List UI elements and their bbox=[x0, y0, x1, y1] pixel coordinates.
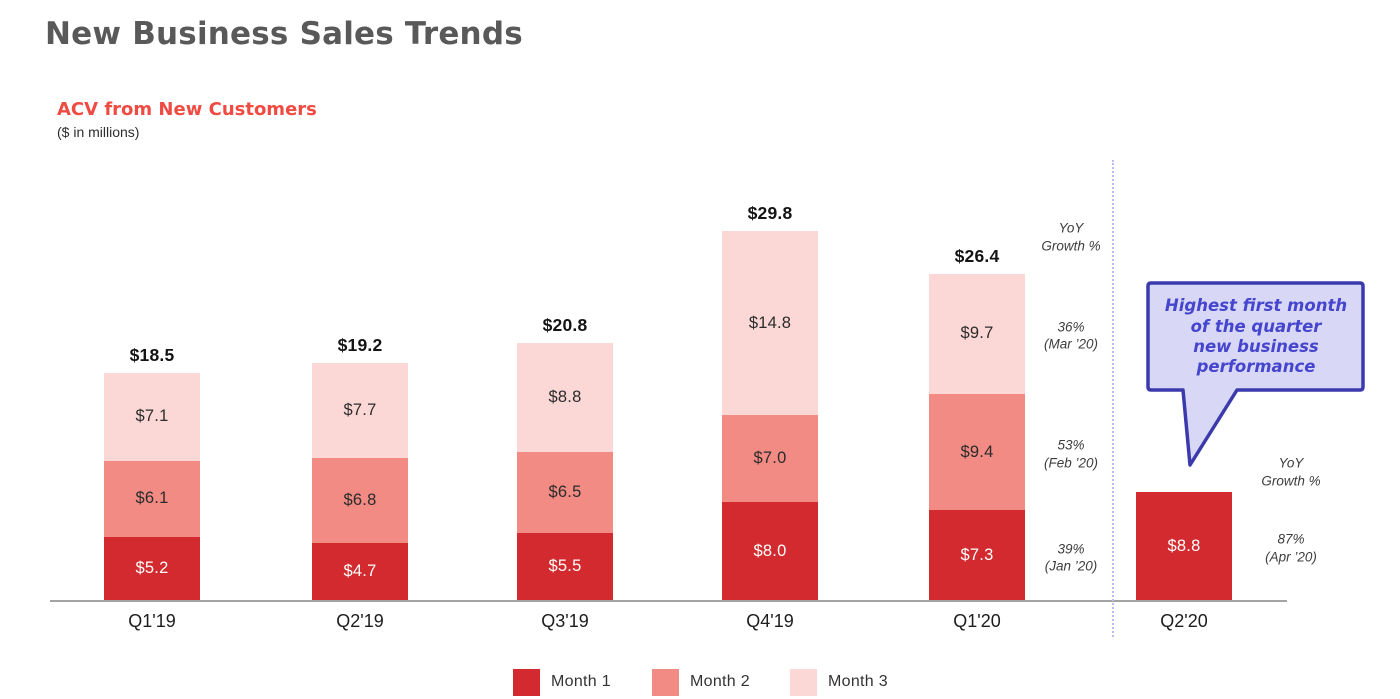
yoy-pct: 53% bbox=[1057, 437, 1085, 453]
legend-item: Month 2 bbox=[652, 668, 750, 696]
x-axis-label: Q1'20 bbox=[953, 611, 1001, 631]
bar-segment-label: $4.7 bbox=[343, 562, 377, 581]
bar-segment: $7.1 bbox=[104, 372, 200, 461]
legend-swatch bbox=[513, 668, 540, 696]
page-title: New Business Sales Trends bbox=[45, 16, 523, 52]
legend-label: Month 3 bbox=[828, 673, 888, 690]
yoy-pct: 87% bbox=[1277, 531, 1305, 547]
bar-segment-label: $7.3 bbox=[960, 546, 994, 565]
x-axis-label: Q4'19 bbox=[746, 611, 794, 631]
bar-segment-label: $7.1 bbox=[135, 407, 169, 426]
callout-bubble bbox=[1146, 281, 1365, 467]
yoy-annotation: 39% (Jan ’20) bbox=[1045, 540, 1098, 575]
bar-total-label: $29.8 bbox=[747, 203, 793, 224]
bar-segment-label: $7.0 bbox=[753, 448, 787, 467]
bar-segment: $7.3 bbox=[929, 510, 1025, 601]
bar-segment: $5.2 bbox=[104, 536, 200, 601]
bar-total-label: $20.8 bbox=[542, 315, 588, 336]
bar-total-label: $18.5 bbox=[129, 344, 175, 365]
yoy-growth-header: YoY Growth % bbox=[1041, 219, 1100, 254]
bar-total-label: $26.4 bbox=[954, 245, 1000, 266]
bar-segment-label: $7.7 bbox=[343, 401, 377, 420]
bar-segment-label: $8.0 bbox=[753, 541, 787, 560]
callout-text: Highest first month of the quarter new bus… bbox=[1150, 289, 1362, 385]
x-axis-label: Q3'19 bbox=[541, 611, 589, 631]
legend-label: Month 1 bbox=[551, 673, 611, 690]
bar-segment-label: $14.8 bbox=[748, 313, 792, 332]
legend-swatch bbox=[652, 668, 679, 696]
bar-segment: $6.5 bbox=[517, 452, 613, 533]
bar-segment-label: $5.2 bbox=[135, 559, 169, 578]
legend-item: Month 3 bbox=[790, 668, 888, 696]
x-axis-label: Q1'19 bbox=[128, 611, 176, 631]
callout-text-line: of the quarter bbox=[1190, 316, 1322, 336]
yoy-annotation: 87% (Apr ’20) bbox=[1265, 531, 1317, 566]
x-axis-line bbox=[50, 600, 1287, 602]
chart-units-note: ($ in millions) bbox=[57, 124, 140, 140]
yoy-period: (Apr ’20) bbox=[1265, 549, 1317, 565]
bar-segment-label: $6.1 bbox=[135, 489, 169, 508]
chart-legend: Month 1 Month 2 Month 3 bbox=[0, 668, 1400, 696]
yoy-pct: 39% bbox=[1057, 541, 1085, 557]
bar-segment: $4.7 bbox=[312, 542, 408, 601]
callout-text-line: new business bbox=[1193, 337, 1319, 356]
bar-segment-label: $8.8 bbox=[1167, 536, 1201, 555]
period-separator-line bbox=[1112, 160, 1114, 637]
yoy-header-line: YoY bbox=[1058, 220, 1084, 236]
x-axis-label: Q2'20 bbox=[1160, 611, 1208, 631]
x-axis-label: Q2'19 bbox=[336, 611, 384, 631]
yoy-growth-header: YoY Growth % bbox=[1261, 454, 1320, 489]
yoy-annotation: 53% (Feb ’20) bbox=[1044, 437, 1098, 472]
yoy-annotation: 36% (Mar ’20) bbox=[1044, 318, 1098, 353]
bar-segment-label: $9.7 bbox=[960, 324, 994, 343]
callout-shape bbox=[1146, 281, 1365, 467]
bar-segment: $6.1 bbox=[104, 460, 200, 537]
bar-segment-label: $5.5 bbox=[548, 557, 582, 576]
bar-segment-label: $9.4 bbox=[960, 442, 994, 461]
bar-segment-label: $6.8 bbox=[343, 491, 377, 510]
bar-segment: $9.7 bbox=[929, 273, 1025, 394]
yoy-header-line: YoY bbox=[1278, 455, 1304, 471]
yoy-period: (Feb ’20) bbox=[1043, 455, 1099, 471]
yoy-pct: 36% bbox=[1057, 319, 1085, 335]
bar-segment: $5.5 bbox=[517, 532, 613, 601]
legend-item: Month 1 bbox=[513, 668, 611, 696]
bar-segment-label: $8.8 bbox=[548, 388, 582, 407]
bar-segment: $14.8 bbox=[722, 231, 818, 415]
bar-segment: $7.7 bbox=[312, 362, 408, 459]
legend-swatch bbox=[790, 668, 817, 696]
bar-segment-label: $6.5 bbox=[548, 482, 582, 501]
bar-segment: $7.0 bbox=[722, 415, 818, 502]
yoy-header-line: Growth % bbox=[1041, 238, 1101, 253]
chart-heading: ACV from New Customers bbox=[57, 99, 317, 120]
bar-segment: $8.8 bbox=[517, 343, 613, 453]
legend-label: Month 2 bbox=[690, 673, 750, 690]
bar-segment: $8.8 bbox=[1136, 491, 1232, 601]
bar-total-label: $19.2 bbox=[337, 334, 383, 355]
callout-text-line: Highest first month bbox=[1164, 296, 1348, 316]
yoy-header-line: Growth % bbox=[1261, 473, 1321, 488]
bar-segment: $9.4 bbox=[929, 393, 1025, 511]
yoy-period: (Jan ’20) bbox=[1044, 558, 1098, 574]
bar-segment: $8.0 bbox=[722, 501, 818, 601]
callout-text-line: performance bbox=[1196, 357, 1316, 377]
bar-segment: $6.8 bbox=[312, 458, 408, 543]
yoy-period: (Mar ’20) bbox=[1043, 336, 1099, 352]
